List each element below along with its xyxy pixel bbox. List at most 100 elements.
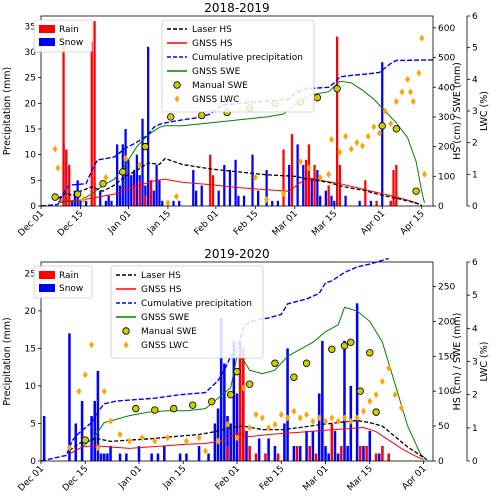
gnss-lwc-point — [234, 434, 240, 442]
snow-bar — [302, 164, 305, 206]
snow-bar — [271, 200, 274, 206]
gnss-lwc-point — [66, 444, 72, 452]
manual-swe-point — [198, 111, 206, 120]
snow-bar — [296, 144, 299, 206]
snow-bar — [292, 445, 296, 461]
gnss-lwc-point — [304, 411, 310, 419]
snow-bar — [310, 180, 313, 206]
lwc-axis-label: LWC (%) — [479, 91, 490, 131]
snow-bar — [156, 453, 160, 461]
legend-label: Cumulative precipitation — [141, 299, 252, 309]
snow-bar — [127, 159, 130, 206]
legend-label: Rain — [59, 25, 79, 35]
y-tick-label: 15 — [25, 344, 36, 354]
snow-bar — [276, 200, 280, 206]
gnss-lwc-point — [291, 407, 297, 415]
chart-title: 2018-2019 — [204, 1, 269, 15]
gnss-hs-line — [69, 426, 424, 461]
gnss-lwc-point — [422, 170, 428, 178]
gnss-lwc-point — [379, 377, 385, 385]
gnss-lwc-point — [139, 434, 145, 442]
legend-precip: Rain Snow — [33, 19, 93, 53]
y-right-axis-label: HS (cm) / SWE (mm) — [452, 62, 463, 160]
rain-bar — [314, 453, 318, 461]
y-right-tick-label: 100 — [438, 172, 455, 182]
snow-bar — [74, 423, 78, 461]
rain-bar — [392, 170, 395, 206]
y-tick-label: 10 — [25, 151, 37, 161]
gnss-lwc-point — [108, 417, 114, 425]
gnss-lwc-point — [399, 88, 405, 96]
snow-bar — [242, 195, 246, 206]
y-right-tick-label: 0 — [438, 457, 444, 467]
gnss-lwc-point — [359, 142, 365, 150]
legend-marker-swatch — [123, 341, 129, 349]
snow-bar — [178, 453, 182, 461]
rain-bar — [308, 445, 311, 461]
rain-bar — [335, 36, 339, 206]
snow-bar — [99, 190, 102, 206]
lwc-tick-label: 0 — [472, 457, 478, 467]
snow-bar — [237, 195, 240, 206]
snow-bar — [70, 200, 74, 206]
manual-swe-point — [233, 367, 241, 376]
snow-bar — [257, 190, 260, 206]
manual-swe-point — [81, 436, 89, 444]
snow-bar — [109, 445, 112, 461]
snow-bar — [155, 164, 158, 206]
gnss-hs-line — [57, 177, 420, 205]
gnss-lwc-point — [123, 155, 129, 162]
gnss-lwc-point — [173, 193, 179, 200]
gnss-lwc-point — [240, 384, 246, 392]
gnss-lwc-point — [76, 387, 82, 395]
snow-bar — [135, 154, 139, 206]
snow-bar — [172, 200, 175, 206]
legend-label: Snow — [59, 38, 83, 48]
snow-bar — [104, 200, 107, 206]
legend-label: GNSS LWC — [141, 341, 188, 351]
rain-bar — [248, 445, 251, 461]
snow-bar — [257, 438, 261, 461]
gnss-lwc-point — [348, 417, 354, 425]
gnss-lwc-point — [253, 411, 259, 419]
gnss-lwc-point — [386, 364, 392, 372]
gnss-swe-line — [57, 80, 425, 204]
rain-bar — [144, 195, 147, 206]
snow-bar — [84, 200, 88, 206]
gnss-lwc-point — [297, 158, 303, 166]
legend-label: GNSS SWE — [141, 313, 190, 323]
legend-swatch — [39, 284, 55, 292]
y-right-tick-label: 400 — [438, 83, 455, 93]
gnss-lwc-point — [306, 164, 312, 172]
snow-bar — [228, 170, 232, 206]
gnss-lwc-point — [101, 387, 107, 395]
lwc-tick-label: 1 — [472, 170, 478, 180]
rain-bar — [254, 453, 258, 461]
snow-bar — [234, 159, 237, 206]
rain-bar — [374, 453, 378, 461]
gnss-lwc-point — [52, 145, 58, 153]
legend-label: Snow — [59, 284, 83, 294]
gnss-lwc-point — [285, 414, 291, 422]
snow-bar — [317, 393, 321, 461]
rain-bar — [307, 144, 311, 206]
gnss-lwc-point — [348, 145, 354, 153]
y-right-axis-label: HS (cm) / SWE (mm) — [452, 313, 463, 411]
cumulative-precipitation-line — [40, 257, 389, 462]
manual-swe-point — [245, 380, 254, 388]
snow-bar — [96, 370, 100, 461]
legend-label: Cumulative precipitation — [192, 53, 303, 63]
gnss-lwc-point — [393, 98, 399, 105]
rain-bar — [389, 200, 392, 206]
gnss-lwc-point — [410, 98, 416, 105]
gnss-lwc-point — [310, 417, 316, 425]
snow-bar — [152, 190, 155, 206]
laser-hs-line — [57, 157, 422, 206]
legend-swatch — [39, 25, 55, 33]
snow-bar — [158, 180, 161, 206]
lwc-tick-label: 3 — [472, 358, 478, 368]
rain-bar — [282, 149, 285, 206]
gnss-lwc-point — [164, 434, 170, 442]
snow-bar — [368, 430, 372, 461]
